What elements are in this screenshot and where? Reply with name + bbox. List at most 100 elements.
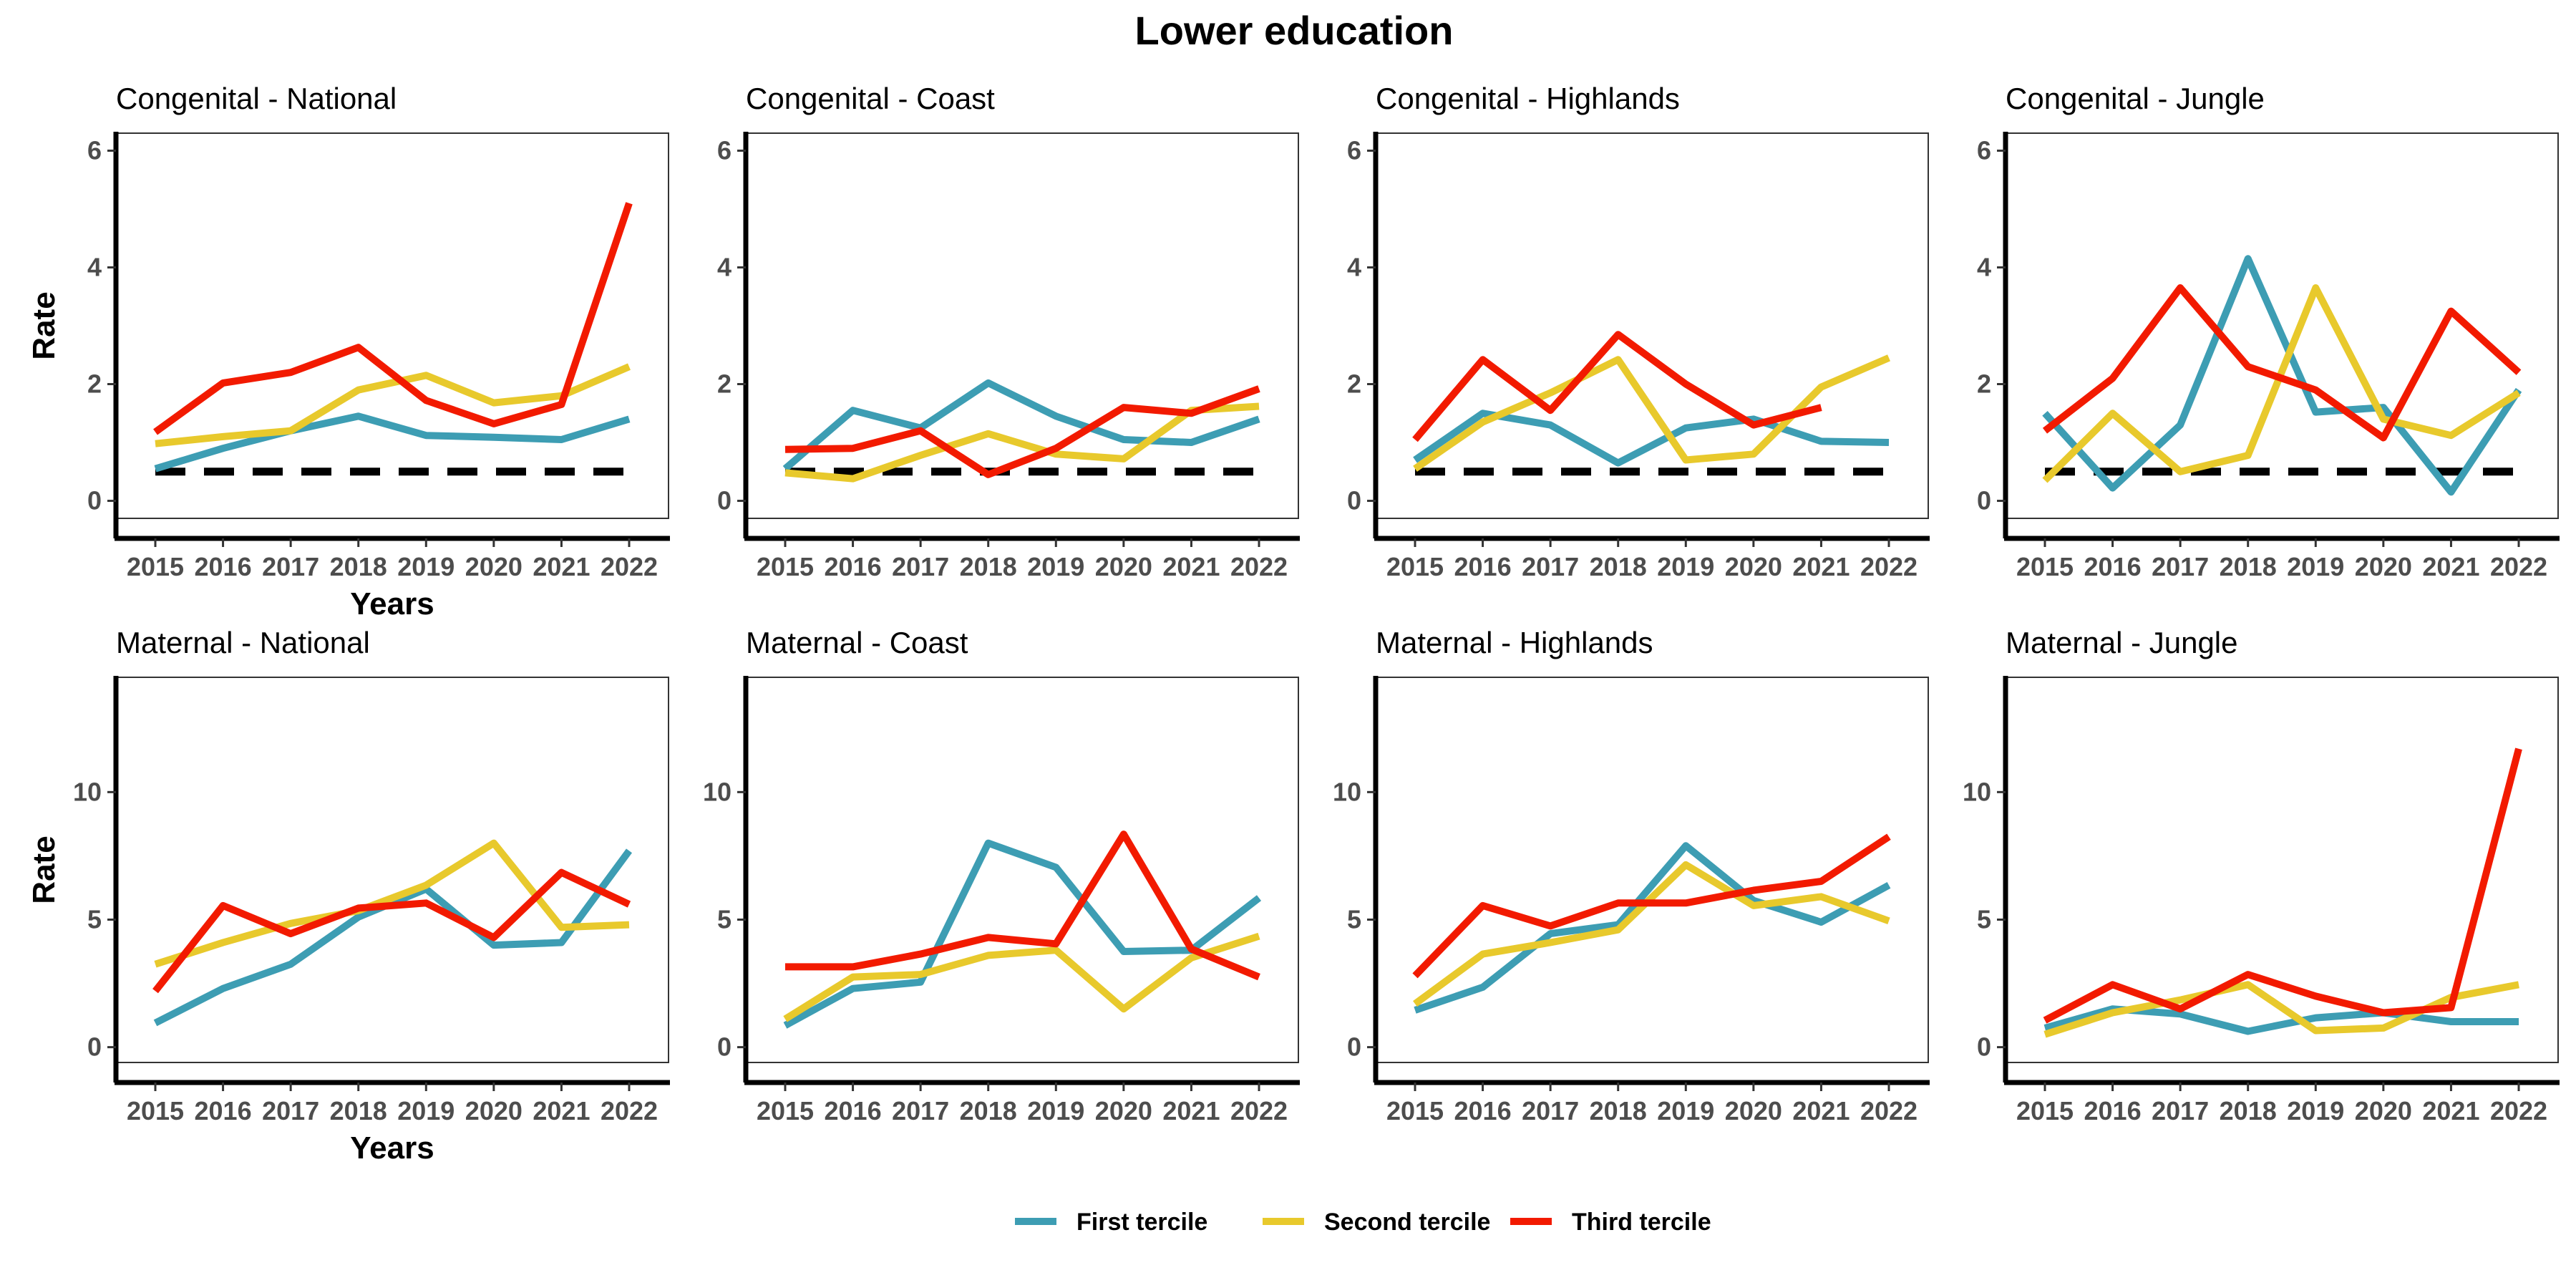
x-tick-label: 2015 (1386, 1096, 1444, 1125)
x-tick-label: 2015 (127, 1096, 184, 1125)
y-tick-label: 0 (1977, 1032, 1991, 1062)
x-tick-label: 2017 (892, 552, 949, 581)
x-tick-label: 2022 (601, 552, 658, 581)
x-tick-label: 2022 (2490, 1096, 2547, 1125)
y-tick-label: 5 (1347, 904, 1361, 934)
x-tick-label: 2016 (195, 552, 252, 581)
x-tick-label: 2021 (1162, 552, 1220, 581)
x-tick-label: 2018 (960, 1096, 1017, 1125)
x-tick-label: 2019 (1027, 1096, 1084, 1125)
x-tick-label: 2016 (2084, 1096, 2142, 1125)
panel: Maternal - Highlands 0 5 10 2015 2016 2017 2018… (1333, 626, 1930, 1125)
x-tick-label: 2018 (2220, 552, 2277, 581)
y-tick-label: 0 (1977, 486, 1991, 515)
panel: Maternal - Coast 0 5 10 2015 2016 2017 2018 2019… (703, 626, 1300, 1125)
x-tick-label: 2018 (960, 552, 1017, 581)
y-axis-title: Rate (26, 836, 62, 904)
x-tick-label: 2021 (1792, 1096, 1850, 1125)
panel-title: Congenital - Coast (746, 82, 995, 115)
panel-title: Congenital - National (116, 82, 397, 115)
series-line (1413, 354, 1890, 472)
series-line (782, 379, 1260, 472)
x-tick-label: 2018 (1590, 1096, 1647, 1125)
x-tick-label: 2015 (2016, 1096, 2074, 1125)
x-tick-label: 2022 (1860, 552, 1918, 581)
panel-border (1375, 677, 1929, 1063)
x-tick-label: 2016 (1454, 1096, 1512, 1125)
x-tick-label: 2020 (2355, 1096, 2412, 1125)
y-tick-label: 2 (1347, 369, 1361, 399)
y-tick-label: 0 (87, 486, 102, 515)
x-tick-label: 2018 (330, 1096, 387, 1125)
x-tick-label: 2015 (127, 552, 184, 581)
y-tick-label: 10 (1963, 777, 1991, 806)
panel-title: Maternal - Coast (746, 626, 968, 659)
x-tick-label: 2019 (397, 552, 455, 581)
panel: Maternal - Jungle 0 5 10 2015 2016 2017 2018 201… (1963, 626, 2560, 1125)
series-line (154, 412, 631, 473)
x-tick-label: 2017 (1522, 552, 1579, 581)
y-tick-label: 2 (717, 369, 732, 399)
y-tick-label: 5 (717, 904, 732, 934)
x-tick-label: 2017 (2152, 552, 2209, 581)
series-line (1413, 861, 1890, 1007)
panel: Congenital - Jungle 0 2 4 6 2015 2016 2017 2018 2… (1977, 82, 2560, 581)
series-line (152, 868, 631, 994)
x-tick-label: 2022 (2490, 552, 2547, 581)
x-tick-label: 2018 (2220, 1096, 2277, 1125)
panel-title: Maternal - Highlands (1376, 626, 1653, 659)
x-tick-label: 2018 (1590, 552, 1647, 581)
series-line (2043, 981, 2519, 1038)
y-tick-label: 10 (73, 777, 102, 806)
x-tick-label: 2020 (1095, 1096, 1152, 1125)
y-tick-label: 6 (1347, 135, 1361, 165)
x-tick-label: 2015 (757, 1096, 814, 1125)
panel-title: Maternal - Jungle (2006, 626, 2238, 659)
y-tick-label: 6 (1977, 135, 1991, 165)
y-tick-label: 4 (87, 252, 102, 281)
y-tick-label: 4 (717, 252, 732, 281)
series-line (1414, 842, 1891, 1014)
y-axis-title: Rate (26, 291, 62, 359)
x-tick-label: 2017 (2152, 1096, 2209, 1125)
x-tick-label: 2020 (465, 552, 523, 581)
y-tick-label: 10 (703, 777, 732, 806)
series-line (2043, 747, 2522, 1024)
series-line (783, 932, 1260, 1022)
y-tick-label: 0 (717, 486, 732, 515)
x-tick-label: 2019 (2287, 552, 2344, 581)
panel: Congenital - Highlands 0 2 4 6 2015 2016 2017 20… (1347, 82, 1930, 581)
y-tick-label: 5 (87, 904, 102, 934)
x-axis-title: Years (350, 586, 434, 621)
series-line (784, 402, 1260, 483)
x-tick-label: 2021 (2422, 1096, 2479, 1125)
x-tick-label: 2022 (1860, 1096, 1918, 1125)
legend-label: Third tercile (1572, 1209, 1711, 1236)
x-tick-label: 2019 (1657, 1096, 1714, 1125)
y-tick-label: 6 (87, 135, 102, 165)
panel: Congenital - Coast 0 2 4 6 2015 2016 2017 2018 20… (717, 82, 1300, 581)
panel-title: Congenital - Jungle (2006, 82, 2265, 115)
y-tick-label: 0 (87, 1032, 102, 1062)
y-tick-label: 2 (87, 369, 102, 399)
y-tick-label: 0 (717, 1032, 732, 1062)
x-tick-label: 2017 (262, 1096, 319, 1125)
y-tick-label: 10 (1333, 777, 1361, 806)
x-tick-label: 2020 (2355, 552, 2412, 581)
x-tick-label: 2019 (1657, 552, 1714, 581)
chart-title: Lower education (1135, 8, 1454, 53)
x-tick-label: 2021 (2422, 552, 2479, 581)
x-tick-label: 2021 (533, 552, 590, 581)
y-tick-label: 4 (1977, 252, 1991, 281)
series-line (784, 385, 1260, 478)
x-tick-label: 2022 (1230, 552, 1288, 581)
x-tick-label: 2015 (757, 552, 814, 581)
x-tick-label: 2016 (1454, 552, 1512, 581)
x-tick-label: 2020 (1095, 552, 1152, 581)
y-tick-label: 0 (1347, 486, 1361, 515)
y-tick-label: 2 (1977, 369, 1991, 399)
legend-label: First tercile (1076, 1209, 1207, 1236)
x-axis-title: Years (350, 1130, 434, 1166)
panel-title: Congenital - Highlands (1376, 82, 1680, 115)
